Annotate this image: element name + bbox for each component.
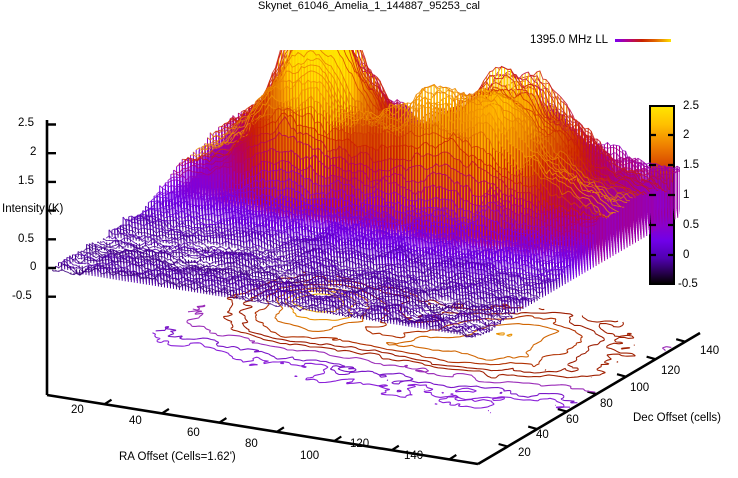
base-axis-ticks: [103, 338, 686, 461]
surface-row-profile: [151, 195, 574, 265]
z-tick-4: 0.5: [18, 233, 34, 245]
y-tick-0: 20: [518, 447, 531, 459]
surface-row-profile: [154, 191, 577, 263]
surface-row-profile: [176, 131, 600, 225]
surface-row-profile: [193, 86, 616, 214]
contour-level: [222, 270, 636, 379]
y-tick-3: 80: [600, 398, 613, 410]
legend-label: 1395.0 MHz LL: [530, 34, 608, 46]
base-axes: [45, 120, 701, 466]
colorbar-tick-1: 2: [683, 129, 690, 141]
surface-row-profile: [159, 183, 583, 254]
y-tick-4: 100: [630, 382, 650, 394]
y-tick-5: 120: [661, 365, 681, 377]
colorbar-tick-6: -0.5: [678, 278, 698, 290]
contour-level: [155, 326, 578, 404]
surface-row-profile: [179, 115, 602, 222]
surface-mesh: [52, 50, 680, 338]
x-axis-label: RA Offset (Cells=1.62'): [119, 451, 236, 463]
surface-row-profile: [173, 148, 597, 229]
legend: 1395.0 MHz LL: [530, 34, 671, 46]
colorbar-tick-0: 2.5: [683, 100, 699, 112]
surface-row-profile: [128, 214, 552, 286]
surface-row-profile: [134, 215, 557, 282]
x-tick-1: 40: [129, 415, 142, 427]
surface-row-profile: [182, 112, 605, 218]
y-tick-6: 140: [700, 345, 720, 357]
surface-impulse-group: [155, 227, 212, 243]
surface-impulse-group: [170, 229, 501, 289]
surface-impulse-group: [153, 230, 197, 242]
surface-row-profile: [142, 206, 566, 276]
colorbar-tick-3: 1: [683, 189, 690, 201]
colorbar-tick-5: 0: [683, 249, 690, 261]
surface-row-profile: [131, 214, 555, 283]
surface-impulse-group: [171, 234, 541, 297]
x-tick-2: 60: [187, 427, 200, 439]
x-tick-0: 20: [71, 404, 84, 416]
page-title: Skynet_61046_Amelia_1_144887_95253_cal: [257, 0, 481, 12]
z-tick-5: 0: [30, 261, 37, 273]
contour-level: [186, 295, 672, 393]
surface-impulse-group: [131, 222, 534, 294]
surface-row-profile: [184, 107, 608, 218]
surface-row-profile: [190, 95, 614, 220]
z-tick-1: 2: [30, 146, 37, 158]
surface-row-profile: [170, 159, 594, 235]
surface-row-profile: [195, 78, 619, 213]
surface-row-profile: [165, 176, 588, 247]
y-tick-2: 60: [566, 414, 579, 426]
z-tick-0: 2.5: [18, 117, 34, 129]
colorbar-tick-2: 1.5: [683, 159, 699, 171]
z-tick-2: 1.5: [18, 175, 34, 187]
z-tick-6: -0.5: [12, 290, 32, 302]
contour-level: [152, 332, 571, 414]
surface-row-profile: [148, 199, 572, 271]
surface-impulse-group: [207, 235, 513, 291]
y-axis-label: Dec Offset (cells): [633, 412, 721, 424]
surface-row-profile: [145, 201, 569, 274]
surface-impulse-group: [168, 234, 520, 294]
x-tick-3: 80: [245, 438, 258, 450]
colorbar-tick-4: 0.5: [683, 219, 699, 231]
y-tick-1: 40: [536, 429, 549, 441]
gradient-line-swatch: [615, 38, 671, 42]
surface-row-profile: [139, 208, 563, 277]
surface-row-profile: [187, 104, 611, 218]
surface-row-profile: [167, 168, 591, 243]
surface-row-profile: [162, 181, 585, 249]
surface-row-profile: [156, 187, 580, 259]
base-tick-marks: [103, 338, 686, 461]
x-tick-4: 100: [300, 450, 320, 462]
surface-row-profile: [125, 217, 549, 287]
